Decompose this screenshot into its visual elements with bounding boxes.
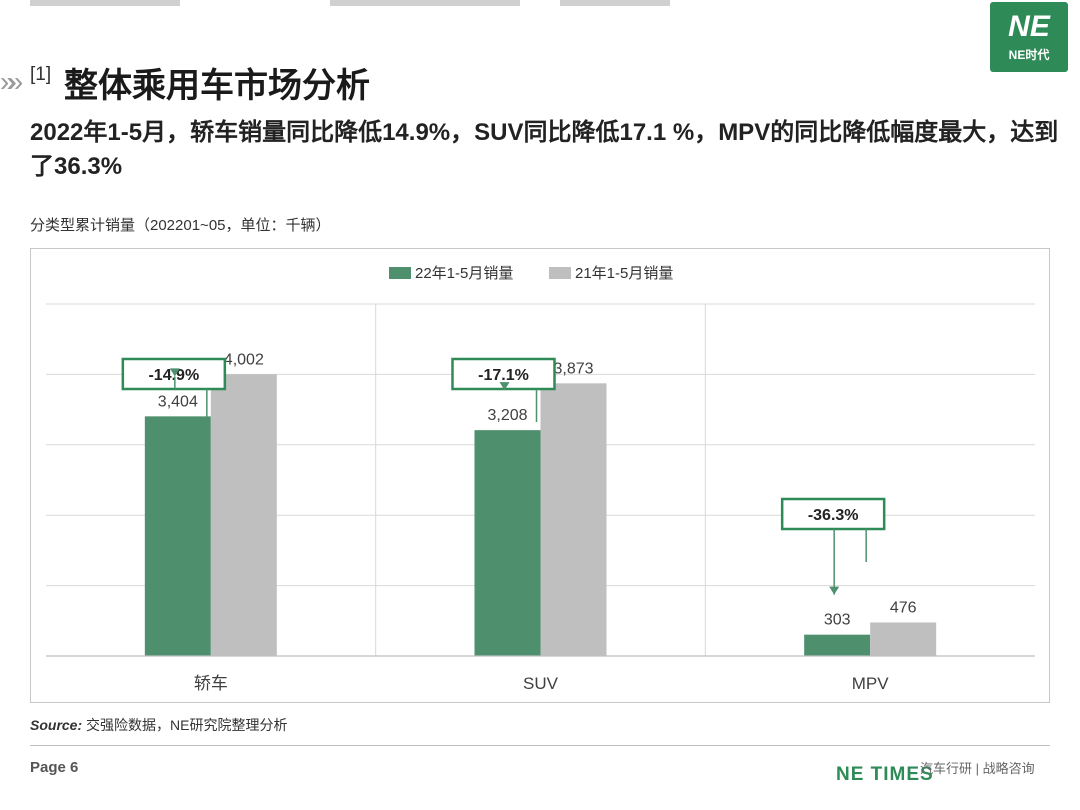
top-decor-segment [560, 0, 670, 6]
bar-series2-1 [210, 374, 277, 656]
top-decor-segment [30, 0, 180, 6]
bar-series2-3 [870, 622, 937, 656]
bar-series1-3 [804, 634, 871, 656]
bar-series2-2 [540, 383, 607, 656]
source-label: Source: [30, 717, 83, 733]
page-title: 整体乘用车市场分析 [64, 67, 370, 105]
footer-divider [30, 745, 1050, 746]
bar-chart: 22年1-5月销量 21年1-5月销量 3,404 4,002 轿车 -14.9% 3,20… [46, 265, 1035, 693]
top-decor-bar [0, 0, 1080, 22]
data-label-series1-1: 3,404 [158, 393, 198, 410]
data-label-series2-3: 476 [890, 599, 917, 616]
ne-times-logo: NE NE时代 [990, 2, 1068, 72]
data-label-series2-2: 3,873 [553, 360, 593, 377]
legend-label-2: 21年1-5月销量 [575, 265, 673, 282]
annotation-label-1: -14.9% [148, 367, 199, 384]
top-decor-segment [330, 0, 520, 6]
annotation-box-3 [780, 497, 886, 531]
footer-brand: NE TIMES [836, 764, 934, 785]
data-label-series1-2: 3,208 [487, 407, 527, 424]
chart-frame: 22年1-5月销量 21年1-5月销量 3,404 4,002 轿车 -14.9% 3,20… [30, 248, 1050, 703]
page-number: Page 6 [30, 759, 79, 776]
data-label-series2-1: 4,002 [224, 351, 264, 368]
logo-text: NE时代 [1008, 47, 1050, 62]
logo-mark: NE [1008, 9, 1050, 43]
legend-swatch-2 [549, 267, 571, 279]
page-subtitle: 2022年1-5月，轿车销量同比降低14.9%，SUV同比降低17.1 %，MP… [30, 119, 1059, 180]
legend-label-1: 22年1-5月销量 [415, 265, 513, 282]
data-label-series1-3: 303 [824, 612, 851, 629]
bar-series1-2 [474, 430, 541, 656]
chevron-decor-icon: »» [0, 66, 23, 97]
x-tick-label-2: SUV [523, 674, 559, 693]
footer-tagline: 汽车行研 | 战略咨询 [920, 761, 1035, 776]
section-number: [1] [30, 64, 52, 85]
source-note: Source: 交强险数据，NE研究院整理分析 [30, 715, 287, 735]
x-tick-label-3: MPV [852, 674, 890, 693]
arrow-head-icon [169, 368, 180, 377]
bar-series1-1 [144, 416, 211, 656]
annotation-label-3: -36.3% [808, 507, 859, 524]
x-tick-label-1: 轿车 [194, 674, 228, 693]
legend-swatch-1 [389, 267, 411, 279]
chart-caption: 分类型累计销量（202201~05，单位：千辆） [30, 217, 331, 234]
arrow-head-icon [499, 382, 510, 391]
source-text: 交强险数据，NE研究院整理分析 [86, 717, 288, 733]
annotation-label-2: -17.1% [478, 367, 529, 384]
arrow-head-icon [829, 586, 840, 595]
